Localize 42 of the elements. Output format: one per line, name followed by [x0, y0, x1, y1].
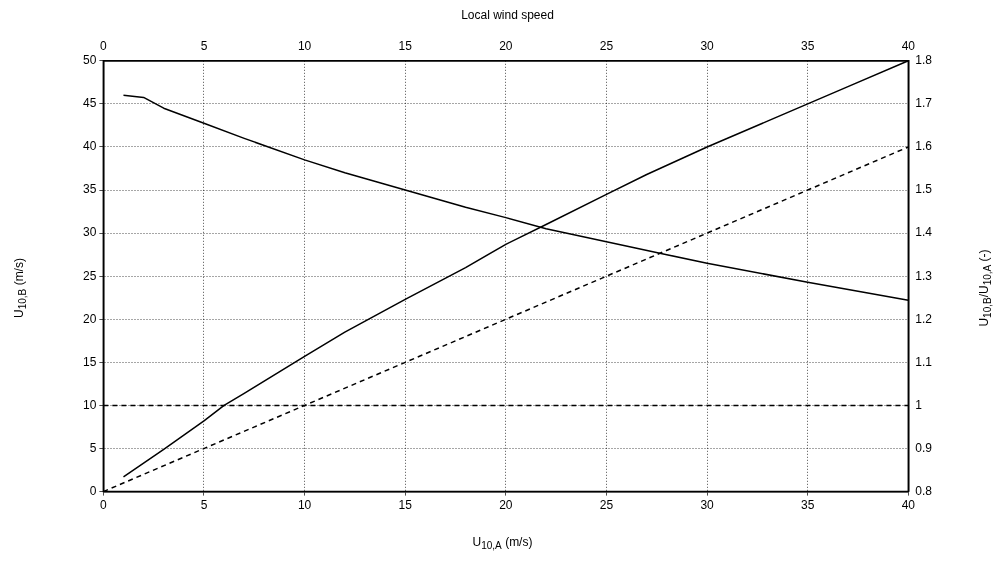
- x-tick-label: 40: [901, 498, 916, 513]
- x2-tick-label: 10: [297, 38, 312, 53]
- x2-tick-label: 20: [499, 38, 513, 53]
- x2-tick-label: 30: [700, 38, 715, 53]
- x2-tick-label: 35: [801, 38, 815, 53]
- y-tick-label: 20: [82, 311, 97, 326]
- y2-tick-label: 1.5: [915, 182, 933, 197]
- x-tick-label: 0: [100, 498, 107, 513]
- y2-tick-label: 1: [915, 397, 923, 412]
- x-tick-label: 30: [700, 498, 715, 513]
- y-tick-label: 10: [82, 397, 97, 412]
- x-tick-label: 25: [599, 498, 614, 513]
- y2-tick-label: 0.9: [915, 440, 933, 455]
- y-tick-label: 30: [82, 225, 97, 240]
- y-tick-label: 25: [82, 268, 97, 283]
- y-tick-label: 0: [89, 483, 97, 498]
- y2-tick-label: 1.6: [915, 139, 933, 154]
- y2-tick-label: 1.3: [915, 268, 933, 283]
- x2-tick-label: 40: [901, 38, 916, 53]
- y-tick-label: 15: [82, 354, 97, 369]
- x2-tick-label: 0: [100, 38, 107, 53]
- y2-tick-label: 1.1: [915, 354, 933, 369]
- x-tick-label: 15: [398, 498, 413, 513]
- y2-tick-label: 0.8: [915, 483, 933, 498]
- x-tick-label: 20: [499, 498, 513, 513]
- y2-tick-label: 1.4: [915, 225, 933, 240]
- y-tick-label: 50: [82, 53, 97, 68]
- y2-tick-label: 1.2: [915, 311, 933, 326]
- y-tick-label: 35: [82, 182, 97, 197]
- y-tick-label: 40: [82, 139, 97, 154]
- x-tick-label: 5: [200, 498, 208, 513]
- chart-title: Local wind speed: [461, 7, 554, 22]
- y-tick-label: 45: [82, 96, 97, 111]
- y-tick-label: 5: [89, 440, 97, 455]
- x2-tick-label: 15: [398, 38, 413, 53]
- y2-tick-label: 1.7: [915, 96, 933, 111]
- x-tick-label: 10: [297, 498, 312, 513]
- x2-tick-label: 5: [200, 38, 208, 53]
- x-tick-label: 35: [801, 498, 815, 513]
- x2-tick-label: 25: [599, 38, 614, 53]
- x-axis-title: U$_{10,A}$ (m/s): [471, 535, 534, 552]
- y2-tick-label: 1.8: [915, 53, 933, 68]
